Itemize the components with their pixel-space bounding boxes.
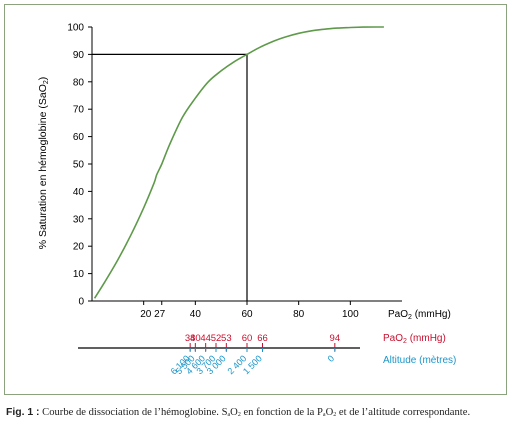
y-tick-label: 50 [73,160,85,171]
caption-text-3: en fonction de la P [240,407,323,418]
caption-sub-3: a [322,412,326,418]
oxygen-dissociation-chart: % Saturation en hémoglobine (SaO2) 0 10 20… [37,23,456,377]
x-axis-label: PaO2 (mmHg) [388,309,451,321]
saturation-curve [93,26,384,299]
altitude-scale-label: Altitude (mètres) [383,355,456,366]
caption-lead: Fig. 1 : [6,407,40,418]
pao2-value-label: 53 [221,333,232,344]
x-tick-label: 60 [241,309,253,320]
pao2-value-label: 38 [185,333,196,344]
figure-frame [4,4,507,395]
x-tick-label: 20 27 [140,309,165,320]
svg-text:% Saturation en hémoglobine (S: % Saturation en hémoglobine (SaO2) [37,77,50,250]
main-axes: 0 10 20 30 40 50 60 70 80 90 100 20 27 40 60 80 100 PaO2… [67,23,451,322]
caption-sub-2: 2 [237,412,241,418]
figure-caption: Fig. 1 : Courbe de dissociation de l’hém… [6,407,511,418]
curve-layer [92,26,384,301]
x-tick-label: 40 [190,309,202,320]
altitude-value-label: 0 [326,353,337,364]
pao2-value-label: 44 [200,333,211,344]
y-tick-label: 40 [73,187,85,198]
y-tick-label: 30 [73,214,85,225]
y-tick-label: 10 [73,269,85,280]
y-tick-label: 100 [67,23,84,34]
pao2-value-label: 40 [190,333,201,344]
caption-text-4: O [325,407,334,418]
pao2-value-label: 52 [211,333,222,344]
y-tick-label: 90 [73,50,85,61]
pao2-value-label: 94 [330,333,341,344]
y-tick-label: 80 [73,77,85,88]
y-tick-label: 20 [73,242,85,253]
x-tick-label: 100 [342,309,359,320]
caption-sub-4: 2 [333,412,337,418]
caption-text-5: et de l’altitude correspondante. [336,407,471,418]
y-tick-label: 0 [78,297,84,308]
pao2-scale-label: PaO2 (mmHg) [383,333,446,345]
pao2-value-label: 66 [257,333,268,344]
caption-text-1: Courbe de dissociation de l’hémoglobine.… [39,407,228,418]
x-tick-label: 80 [293,309,305,320]
pao2-value-label: 60 [242,333,253,344]
y-tick-label: 60 [73,132,85,143]
caption-text-2: O [230,407,238,418]
caption-sub-1: a [227,412,231,418]
y-tick-label: 70 [73,105,85,116]
y-axis-label: % Saturation en hémoglobine (SaO2) [37,77,50,250]
